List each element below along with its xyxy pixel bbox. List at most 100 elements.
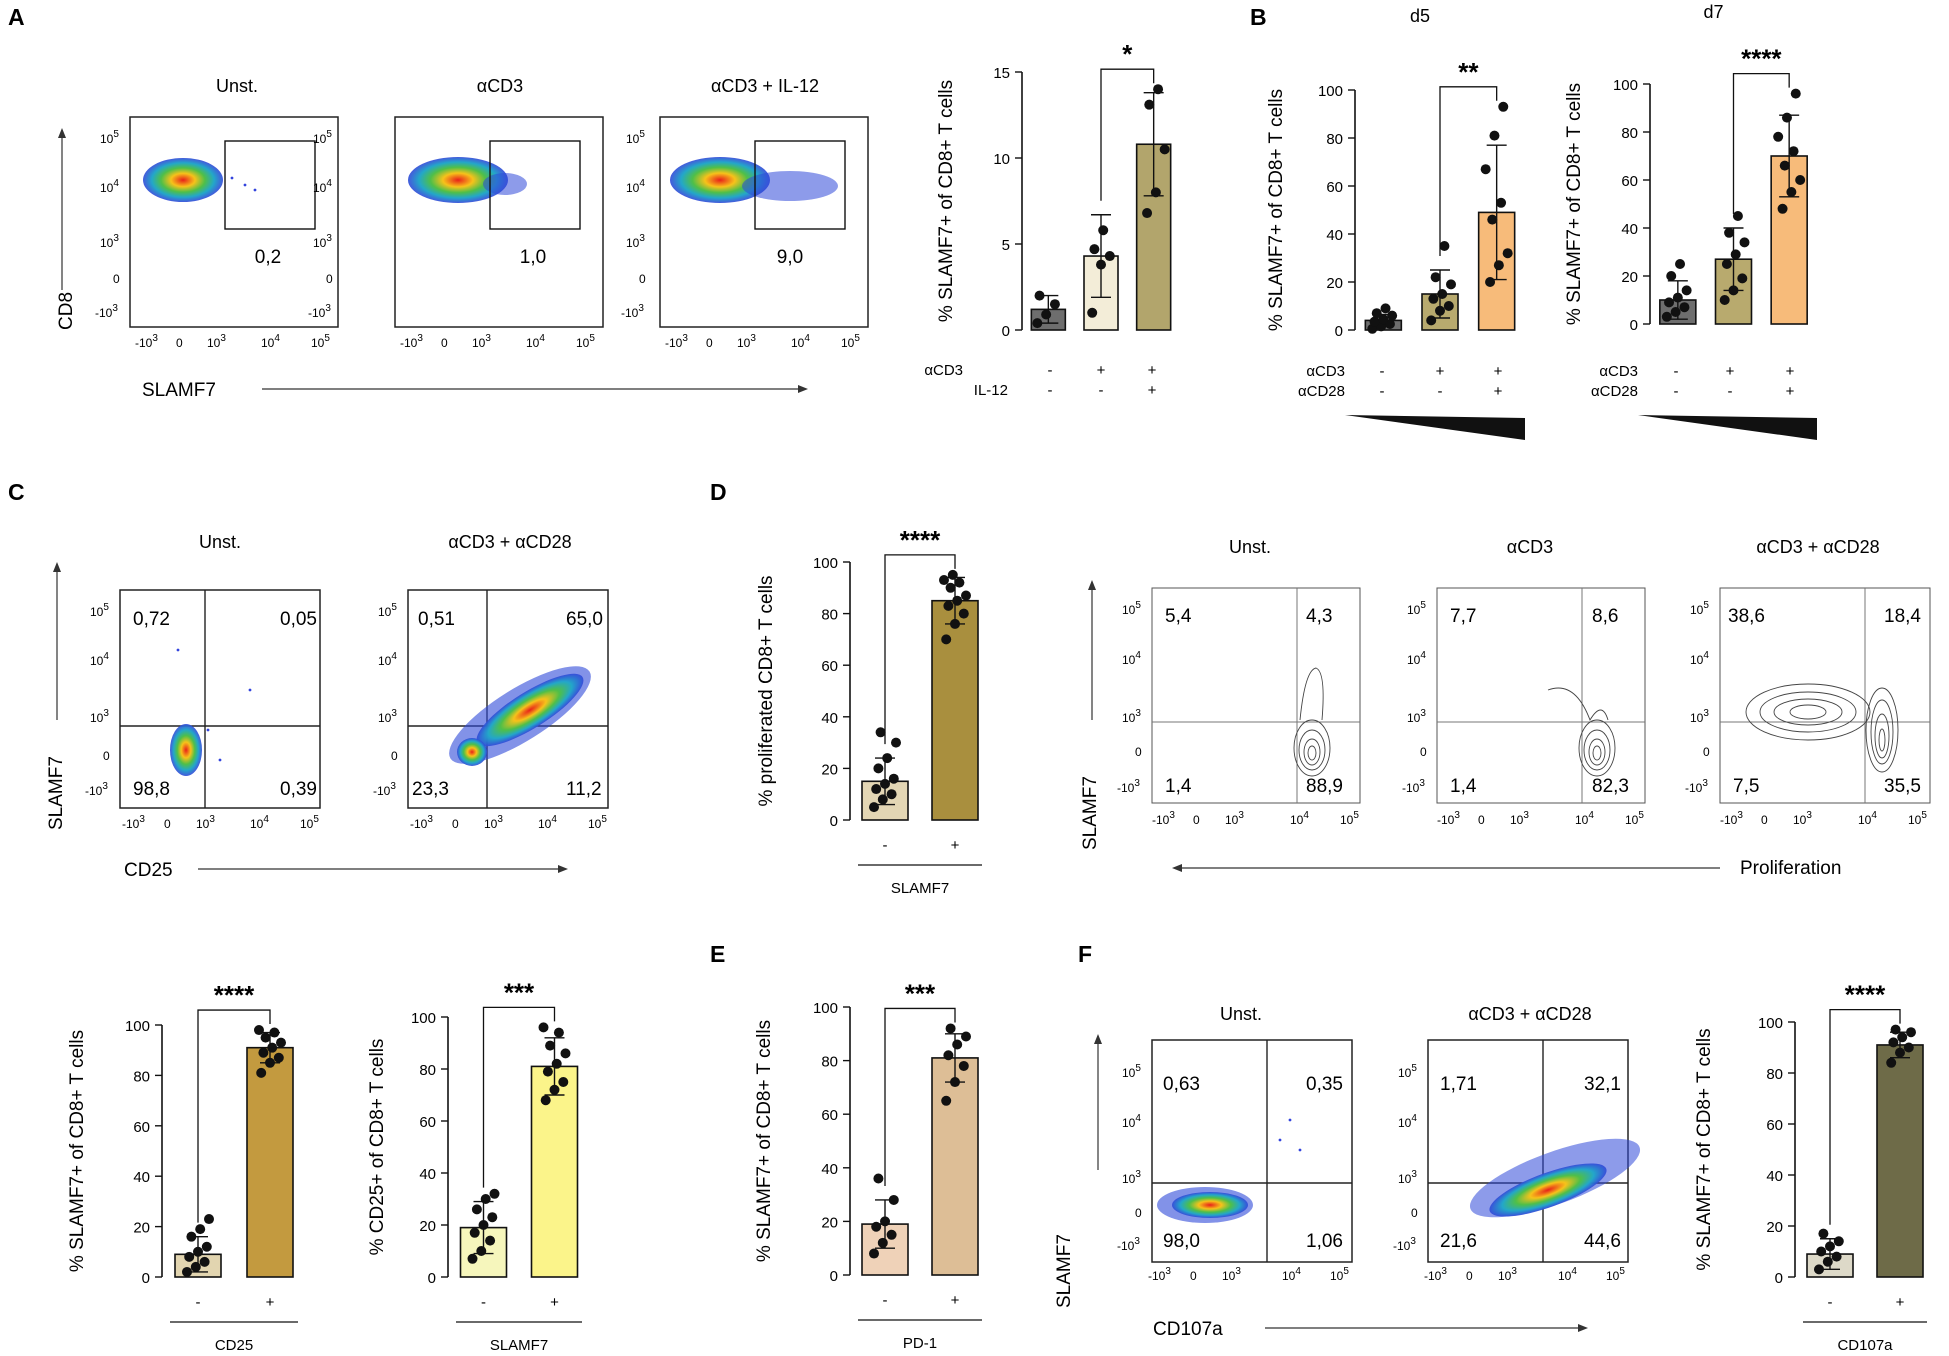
data-point <box>1159 144 1170 155</box>
svg-text:-103: -103 <box>1393 1236 1416 1253</box>
svg-text:105: 105 <box>1122 600 1141 617</box>
data-point <box>254 1025 264 1036</box>
svg-text:103: 103 <box>737 333 756 350</box>
svg-text:104: 104 <box>791 333 810 350</box>
data-point <box>1666 271 1677 281</box>
svg-text:0: 0 <box>164 817 171 831</box>
data-point <box>877 794 888 805</box>
y-tick-label: 100 <box>1318 83 1343 100</box>
data-point <box>1087 307 1098 318</box>
data-point <box>1493 260 1504 271</box>
significance-label: **** <box>214 980 255 1010</box>
data-point <box>954 577 965 588</box>
data-point <box>542 1066 553 1077</box>
data-point <box>880 778 890 789</box>
data-point <box>1906 1027 1916 1038</box>
data-point <box>269 1027 280 1038</box>
svg-text:-103: -103 <box>1117 1236 1140 1253</box>
data-point <box>941 1095 952 1106</box>
significance-label: ** <box>1458 57 1479 87</box>
bar <box>1876 1044 1924 1278</box>
svg-text:105: 105 <box>100 129 119 146</box>
svg-text:105: 105 <box>1407 600 1426 617</box>
data-point <box>204 1214 214 1225</box>
svg-text:104: 104 <box>1690 650 1709 667</box>
data-point <box>1831 1251 1842 1262</box>
significance-label: **** <box>900 525 941 555</box>
data-point <box>952 595 963 606</box>
data-point <box>1818 1228 1829 1239</box>
y-tick-label: 40 <box>1766 1168 1783 1185</box>
quad-ll: 23,3 <box>412 779 449 800</box>
data-point <box>1430 272 1441 283</box>
svg-text:-: - <box>1438 383 1443 400</box>
panel-label-d: D <box>710 479 727 505</box>
data-point <box>195 1224 206 1235</box>
data-point <box>943 600 954 611</box>
data-point <box>1886 1057 1897 1068</box>
data-point <box>1378 314 1389 325</box>
svg-text:-103: -103 <box>1685 778 1708 795</box>
svg-text:105: 105 <box>90 602 109 619</box>
data-point <box>1814 1264 1824 1275</box>
data-point <box>267 1042 278 1053</box>
svg-text:103: 103 <box>1793 810 1812 827</box>
svg-text:104: 104 <box>526 333 545 350</box>
data-point <box>1437 289 1448 299</box>
svg-text:0: 0 <box>1411 1206 1418 1220</box>
data-point <box>1098 225 1109 236</box>
svg-text:104: 104 <box>1122 650 1141 667</box>
svg-text:-103: -103 <box>135 333 158 350</box>
data-point <box>1825 1241 1835 1252</box>
data-point <box>1730 249 1741 260</box>
y-tick-label: 40 <box>821 1161 838 1178</box>
svg-text:-103: -103 <box>1437 810 1460 827</box>
data-point <box>871 784 882 795</box>
svg-text:103: 103 <box>472 333 491 350</box>
svg-text:103: 103 <box>90 708 109 725</box>
data-point <box>480 1194 491 1204</box>
flow-d-stim: αCD3 + αCD28 38,6 18,4 7,5 35,5 <box>1719 537 1931 804</box>
svg-text:-: - <box>1674 383 1679 400</box>
data-point <box>1773 131 1784 142</box>
data-point <box>1661 311 1672 322</box>
significance-label: *** <box>504 977 535 1007</box>
data-point <box>952 1039 963 1050</box>
panel-label-f: F <box>1078 941 1092 967</box>
category-label: + <box>951 837 960 854</box>
svg-text:104: 104 <box>626 178 645 195</box>
data-point <box>1777 203 1788 214</box>
svg-text:104: 104 <box>1558 1266 1577 1283</box>
flow-a-cd3-il12: αCD3 + IL-12 9,0 <box>659 76 869 328</box>
data-point <box>1719 295 1730 305</box>
flow-f-title-1: Unst. <box>1220 1004 1262 1024</box>
svg-text:0: 0 <box>176 336 183 350</box>
significance-bracket <box>1439 86 1498 256</box>
svg-text:104: 104 <box>261 333 280 350</box>
data-point <box>1089 244 1100 255</box>
quad-ul: 0,72 <box>133 609 170 630</box>
flow-d-title-3: αCD3 + αCD28 <box>1756 537 1879 557</box>
quad-ur: 65,0 <box>566 609 603 630</box>
flow-c-x-axis-label: CD25 <box>124 860 173 881</box>
y-tick-label: 20 <box>821 1214 838 1231</box>
svg-text:104: 104 <box>538 814 557 831</box>
svg-text:104: 104 <box>250 814 269 831</box>
data-point <box>489 1188 500 1199</box>
data-point <box>1428 293 1439 304</box>
data-point <box>190 1261 201 1272</box>
svg-text:+: + <box>1786 383 1795 400</box>
data-point <box>1721 259 1732 269</box>
significance-bracket <box>884 1007 956 1186</box>
flow-f-unst: Unst. 0,63 0,35 98,0 1,06 <box>1151 1004 1353 1263</box>
data-point <box>1487 214 1498 225</box>
data-point <box>873 1173 884 1184</box>
flow-c-stim: αCD3 + αCD28 0,51 65,0 23,3 11,2 <box>407 532 609 809</box>
svg-text:-: - <box>1674 363 1679 380</box>
quad-ur: 4,3 <box>1306 606 1332 627</box>
svg-text:αCD3: αCD3 <box>1599 363 1638 380</box>
significance-bracket <box>884 554 956 745</box>
data-point <box>1387 310 1398 321</box>
y-tick-label: 40 <box>419 1166 436 1183</box>
